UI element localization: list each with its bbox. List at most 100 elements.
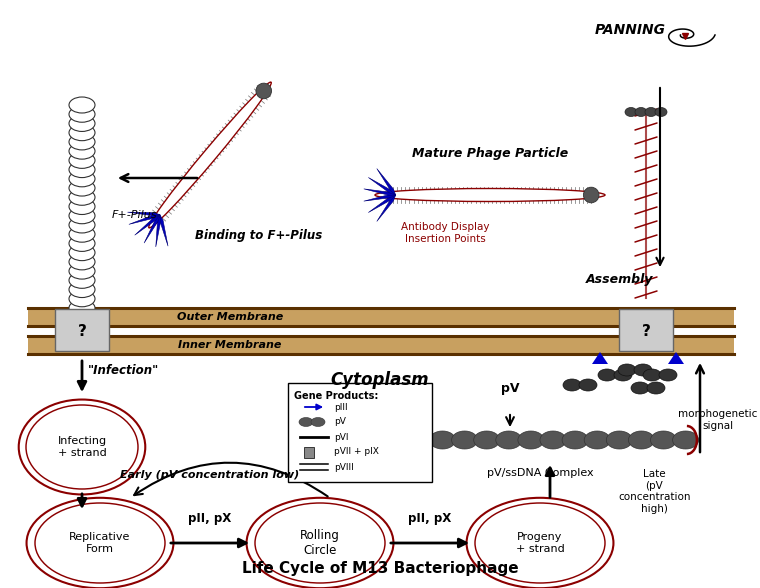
Polygon shape bbox=[128, 212, 160, 216]
Ellipse shape bbox=[299, 417, 313, 426]
Ellipse shape bbox=[606, 431, 632, 449]
Text: Late
(pV
concentration
high): Late (pV concentration high) bbox=[618, 469, 691, 514]
Polygon shape bbox=[156, 215, 160, 247]
Bar bbox=[28, 336, 734, 354]
Ellipse shape bbox=[659, 369, 677, 381]
FancyBboxPatch shape bbox=[55, 309, 109, 351]
Ellipse shape bbox=[35, 503, 165, 583]
Polygon shape bbox=[369, 178, 396, 195]
Ellipse shape bbox=[634, 364, 652, 376]
Ellipse shape bbox=[631, 382, 649, 394]
Ellipse shape bbox=[311, 417, 325, 426]
Text: pV/ssDNA Complex: pV/ssDNA Complex bbox=[486, 468, 594, 478]
Polygon shape bbox=[129, 215, 160, 225]
Ellipse shape bbox=[429, 431, 455, 449]
Text: Binding to F+-Pilus: Binding to F+-Pilus bbox=[195, 229, 322, 242]
Ellipse shape bbox=[69, 208, 95, 223]
Text: Outer Membrane: Outer Membrane bbox=[177, 312, 283, 322]
Ellipse shape bbox=[645, 108, 657, 116]
Ellipse shape bbox=[69, 125, 95, 141]
Ellipse shape bbox=[625, 108, 637, 116]
Ellipse shape bbox=[673, 431, 698, 449]
Text: ?: ? bbox=[78, 323, 87, 339]
Ellipse shape bbox=[451, 431, 477, 449]
Polygon shape bbox=[144, 215, 160, 243]
Ellipse shape bbox=[69, 245, 95, 260]
Ellipse shape bbox=[467, 498, 613, 588]
Ellipse shape bbox=[540, 431, 566, 449]
Ellipse shape bbox=[407, 431, 433, 449]
Text: Mature Phage Particle: Mature Phage Particle bbox=[412, 147, 568, 160]
Bar bbox=[28, 308, 734, 326]
Text: pV: pV bbox=[501, 382, 519, 395]
Text: pVI: pVI bbox=[334, 433, 349, 442]
Text: pVIII: pVIII bbox=[334, 463, 353, 472]
Text: Gene Products:: Gene Products: bbox=[294, 391, 378, 401]
Ellipse shape bbox=[69, 254, 95, 270]
Text: Replicative
Form: Replicative Form bbox=[69, 532, 131, 554]
Ellipse shape bbox=[69, 300, 95, 316]
Ellipse shape bbox=[598, 369, 616, 381]
Ellipse shape bbox=[69, 291, 95, 307]
Ellipse shape bbox=[69, 97, 95, 113]
Ellipse shape bbox=[69, 162, 95, 178]
Ellipse shape bbox=[69, 282, 95, 298]
Text: Progeny
+ strand: Progeny + strand bbox=[515, 532, 565, 554]
Ellipse shape bbox=[651, 431, 676, 449]
Text: Early (pV concentration low): Early (pV concentration low) bbox=[120, 470, 299, 480]
Polygon shape bbox=[668, 352, 684, 364]
Polygon shape bbox=[369, 195, 396, 212]
Polygon shape bbox=[377, 195, 396, 222]
FancyBboxPatch shape bbox=[288, 383, 432, 482]
Ellipse shape bbox=[69, 106, 95, 122]
Ellipse shape bbox=[149, 82, 271, 228]
Ellipse shape bbox=[618, 364, 636, 376]
Ellipse shape bbox=[27, 498, 173, 588]
Ellipse shape bbox=[614, 369, 632, 381]
Ellipse shape bbox=[69, 263, 95, 279]
FancyBboxPatch shape bbox=[619, 309, 673, 351]
Ellipse shape bbox=[655, 108, 667, 116]
Text: pII, pX: pII, pX bbox=[408, 512, 451, 525]
Polygon shape bbox=[377, 169, 396, 195]
Ellipse shape bbox=[69, 115, 95, 132]
Text: Life Cycle of M13 Bacteriophage: Life Cycle of M13 Bacteriophage bbox=[242, 561, 518, 576]
Ellipse shape bbox=[562, 431, 588, 449]
Text: F+-Pilus: F+-Pilus bbox=[112, 210, 157, 220]
Ellipse shape bbox=[69, 180, 95, 196]
Ellipse shape bbox=[69, 171, 95, 187]
Ellipse shape bbox=[69, 189, 95, 205]
Ellipse shape bbox=[385, 431, 411, 449]
Ellipse shape bbox=[579, 379, 597, 391]
Ellipse shape bbox=[518, 431, 544, 449]
Text: ?: ? bbox=[641, 323, 651, 339]
Text: Assembly: Assembly bbox=[586, 273, 654, 286]
Text: pVII + pIX: pVII + pIX bbox=[334, 447, 379, 456]
Text: "Infection": "Infection" bbox=[88, 363, 160, 376]
Text: pIII: pIII bbox=[334, 403, 347, 412]
Ellipse shape bbox=[69, 272, 95, 288]
Ellipse shape bbox=[375, 189, 605, 202]
Text: pII, pX: pII, pX bbox=[188, 512, 232, 525]
Polygon shape bbox=[364, 189, 396, 195]
Polygon shape bbox=[160, 215, 168, 246]
FancyArrowPatch shape bbox=[135, 463, 328, 496]
Polygon shape bbox=[135, 215, 160, 235]
Ellipse shape bbox=[473, 431, 500, 449]
Text: Antibody Display
Insertion Points: Antibody Display Insertion Points bbox=[401, 222, 489, 243]
Ellipse shape bbox=[475, 503, 605, 583]
Ellipse shape bbox=[69, 226, 95, 242]
Ellipse shape bbox=[69, 217, 95, 233]
Ellipse shape bbox=[19, 399, 145, 495]
Ellipse shape bbox=[584, 187, 599, 203]
Text: Infecting
+ strand: Infecting + strand bbox=[58, 436, 106, 458]
Ellipse shape bbox=[69, 199, 95, 215]
Ellipse shape bbox=[496, 431, 522, 449]
Ellipse shape bbox=[255, 503, 385, 583]
Ellipse shape bbox=[69, 235, 95, 252]
Text: Inner Membrane: Inner Membrane bbox=[179, 340, 282, 350]
FancyBboxPatch shape bbox=[303, 446, 313, 457]
Ellipse shape bbox=[26, 405, 138, 489]
Text: morphogenetic
signal: morphogenetic signal bbox=[679, 409, 758, 431]
Ellipse shape bbox=[69, 134, 95, 150]
